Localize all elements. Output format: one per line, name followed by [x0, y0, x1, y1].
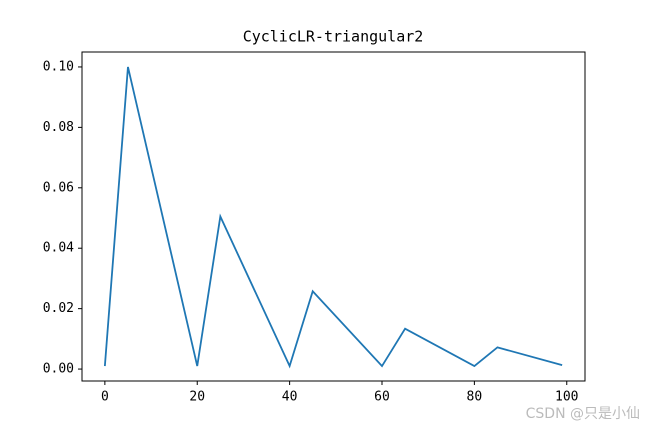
- y-tick-label: 0.10: [43, 59, 74, 74]
- x-tick-label: 100: [555, 390, 578, 405]
- y-tick-label: 0.06: [43, 180, 74, 195]
- y-tick-label: 0.08: [43, 120, 74, 135]
- x-tick-label: 80: [467, 390, 483, 405]
- x-tick-label: 40: [282, 390, 298, 405]
- x-tick-label: 20: [189, 390, 205, 405]
- watermark: CSDN @只是小仙: [526, 406, 640, 422]
- chart-title: CyclicLR-triangular2: [243, 28, 424, 46]
- x-tick-label: 0: [101, 390, 109, 405]
- line-series: [103, 66, 563, 369]
- y-tick-label: 0.00: [43, 362, 74, 377]
- plot-frame: [81, 51, 586, 382]
- y-tick-label: 0.02: [43, 301, 74, 316]
- x-tick-label: 60: [374, 390, 390, 405]
- y-tick-label: 0.04: [43, 241, 74, 256]
